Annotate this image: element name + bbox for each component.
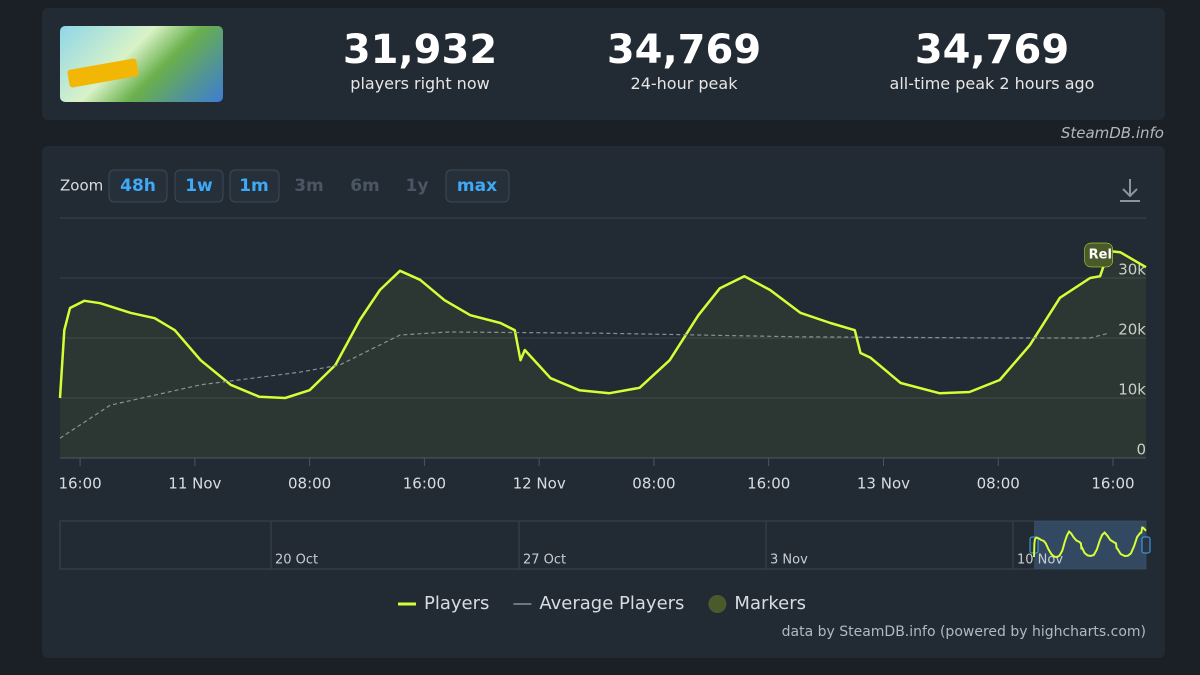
stat-value: 34,769	[914, 27, 1070, 73]
game-thumbnail	[60, 26, 223, 102]
stat: 34,769 all-time peak 2 hours ago	[842, 26, 1142, 93]
x-tick-label: 16:00	[747, 475, 790, 493]
zoom-button[interactable]: 1m	[229, 169, 280, 203]
y-tick-label: 10k	[1118, 381, 1146, 399]
zoom-button: 3m	[294, 176, 324, 196]
stat: 31,932 players right now	[270, 26, 570, 93]
y-tick-label: 30k	[1118, 261, 1146, 279]
x-tick-label: 13 Nov	[857, 475, 910, 493]
zoom-label: Zoom	[60, 177, 103, 195]
zoom-button[interactable]: 1w	[174, 169, 224, 203]
legend-label: Players	[424, 593, 489, 614]
legend-symbol	[708, 595, 727, 613]
line	[58, 249, 1147, 400]
y-tick-label: 0	[1136, 441, 1146, 459]
zoom-button[interactable]: 48h	[108, 169, 168, 203]
y-tick-label: 20k	[1118, 321, 1146, 339]
x-tick-label: 16:00	[1091, 475, 1134, 493]
line	[59, 331, 1109, 439]
credit: SteamDB.info	[1060, 124, 1164, 142]
navigator-label: 3 Nov	[770, 553, 808, 568]
navigator-label: 27 Oct	[523, 553, 566, 568]
download-icon[interactable]	[1120, 179, 1140, 202]
zoom-button[interactable]: max	[445, 169, 510, 203]
stats-panel: 31,932 players right now 34,769 24-hour …	[42, 8, 1165, 120]
x-tick-label: 16:00	[58, 475, 101, 493]
marker	[1084, 242, 1113, 268]
area	[60, 251, 1146, 458]
navigator	[59, 520, 1147, 570]
x-tick-label: 11 Nov	[168, 475, 221, 493]
stat-label: all-time peak 2 hours ago	[889, 74, 1095, 93]
zoom-text[interactable]: 1w	[185, 176, 213, 196]
stat-value: 34,769	[606, 27, 762, 73]
zoom-button: 1y	[406, 176, 429, 196]
footer: data by SteamDB.info (powered by highcha…	[782, 624, 1146, 640]
x-tick-label: 12 Nov	[513, 475, 566, 493]
navigator-label: 20 Oct	[275, 553, 318, 568]
stat-label: players right now	[350, 74, 490, 93]
zoom-text: 3m	[294, 176, 324, 196]
zoom-text[interactable]: 1m	[239, 176, 269, 196]
legend-label: Markers	[734, 593, 806, 614]
zoom-button: 6m	[350, 176, 380, 196]
navigator-label: 10 Nov	[1017, 553, 1063, 568]
x-tick-label: 08:00	[632, 475, 675, 493]
legend-label: Average Players	[539, 593, 684, 614]
zoom-text: 6m	[350, 176, 380, 196]
chart-panel	[42, 146, 1165, 658]
x-tick-label: 08:00	[288, 475, 331, 493]
x-tick-label: 16:00	[403, 475, 446, 493]
stat-value: 31,932	[342, 27, 498, 73]
stat-label: 24-hour peak	[630, 74, 738, 93]
marker-label: Rel	[1089, 248, 1112, 263]
zoom-text[interactable]: 48h	[120, 176, 156, 196]
x-tick-label: 08:00	[977, 475, 1020, 493]
zoom-text: 1y	[406, 176, 429, 196]
navigator-line	[1033, 526, 1147, 559]
navigator-handle[interactable]	[1141, 536, 1151, 554]
stat: 34,769 24-hour peak	[534, 26, 834, 93]
zoom-text[interactable]: max	[457, 176, 497, 196]
navigator-selection[interactable]	[1034, 521, 1146, 569]
